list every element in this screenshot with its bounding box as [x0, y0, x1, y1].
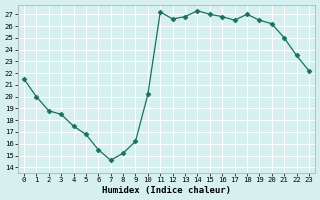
X-axis label: Humidex (Indice chaleur): Humidex (Indice chaleur) [102, 186, 231, 195]
